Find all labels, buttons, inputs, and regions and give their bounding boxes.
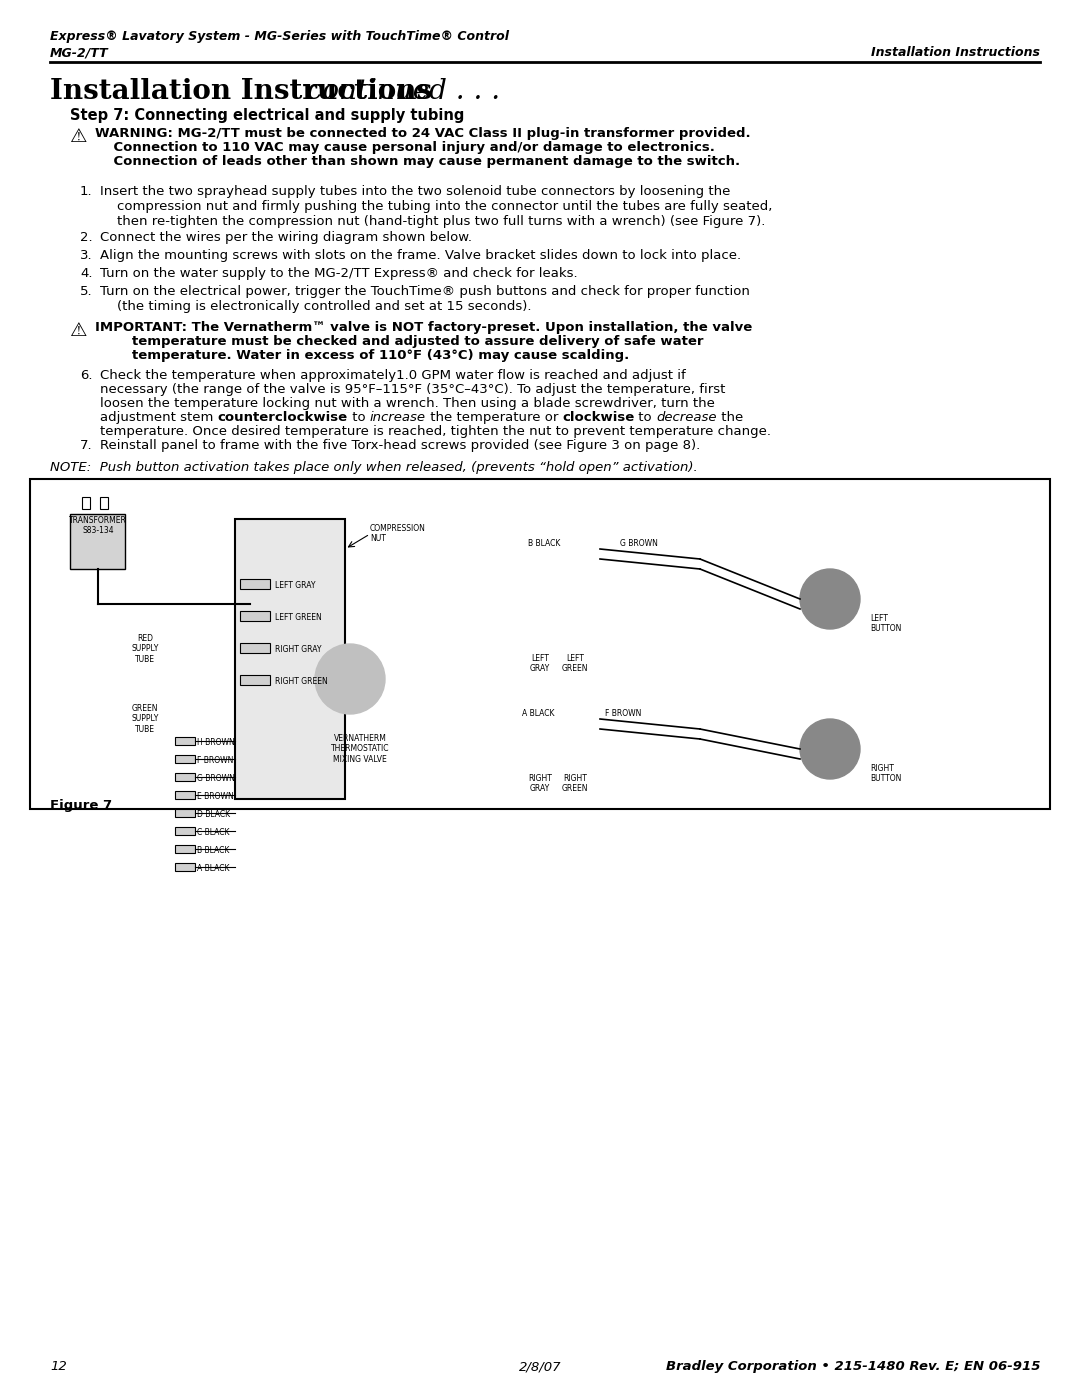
Bar <box>175 754 195 763</box>
Text: adjustment stem: adjustment stem <box>100 411 218 425</box>
Text: temperature. Once desired temperature is reached, tighten the nut to prevent tem: temperature. Once desired temperature is… <box>100 425 771 439</box>
Text: F BROWN: F BROWN <box>197 756 233 766</box>
Text: continued . . .: continued . . . <box>298 78 500 105</box>
Text: counterclockwise: counterclockwise <box>218 411 348 425</box>
Text: temperature. Water in excess of 110°F (43°C) may cause scalding.: temperature. Water in excess of 110°F (4… <box>95 349 630 362</box>
Text: LEFT GRAY: LEFT GRAY <box>275 581 315 590</box>
Text: NOTE:  Push button activation takes place only when released, (prevents “hold op: NOTE: Push button activation takes place… <box>50 461 698 474</box>
Text: TRANSFORMER
S83-134: TRANSFORMER S83-134 <box>69 515 127 535</box>
Bar <box>175 773 195 781</box>
Text: the: the <box>717 411 743 425</box>
Circle shape <box>315 644 384 714</box>
Text: Turn on the water supply to the MG-2/TT Express® and check for leaks.: Turn on the water supply to the MG-2/TT … <box>100 267 578 279</box>
Text: Installation Instructions: Installation Instructions <box>50 78 432 105</box>
Text: Bradley Corporation • 215-1480 Rev. E; EN 06-915: Bradley Corporation • 215-1480 Rev. E; E… <box>665 1361 1040 1373</box>
Text: 2.: 2. <box>80 231 93 244</box>
Text: RIGHT: RIGHT <box>528 774 552 782</box>
Text: B BLACK: B BLACK <box>528 539 561 548</box>
Bar <box>235 520 345 799</box>
Text: IMPORTANT: The Vernatherm™ valve is NOT factory-preset. Upon installation, the v: IMPORTANT: The Vernatherm™ valve is NOT … <box>95 321 753 334</box>
Text: D BLACK: D BLACK <box>197 810 230 819</box>
Text: increase: increase <box>369 411 426 425</box>
Text: 3.: 3. <box>80 249 93 263</box>
Bar <box>240 675 270 685</box>
Bar <box>240 578 270 590</box>
Bar <box>30 479 1050 809</box>
Bar <box>175 845 195 854</box>
Text: to: to <box>635 411 657 425</box>
Text: GRAY: GRAY <box>530 664 550 673</box>
Text: Insert the two sprayhead supply tubes into the two solenoid tube connectors by l: Insert the two sprayhead supply tubes in… <box>100 184 772 228</box>
Text: G BROWN: G BROWN <box>620 539 658 548</box>
Text: ⚠: ⚠ <box>70 321 87 339</box>
Text: GREEN
SUPPLY
TUBE: GREEN SUPPLY TUBE <box>132 704 159 733</box>
Circle shape <box>800 569 860 629</box>
Text: GRAY: GRAY <box>530 784 550 793</box>
Bar <box>240 610 270 622</box>
Text: Connection of leads other than shown may cause permanent damage to the switch.: Connection of leads other than shown may… <box>95 155 740 168</box>
Text: LEFT
BUTTON: LEFT BUTTON <box>870 615 902 633</box>
Text: B BLACK: B BLACK <box>197 847 229 855</box>
Text: Step 7: Connecting electrical and supply tubing: Step 7: Connecting electrical and supply… <box>70 108 464 123</box>
Text: F BROWN: F BROWN <box>605 710 642 718</box>
Text: RIGHT
BUTTON: RIGHT BUTTON <box>870 764 902 784</box>
Text: VERNATHERM
THERMOSTATIC
MIXING VALVE: VERNATHERM THERMOSTATIC MIXING VALVE <box>330 733 389 764</box>
Text: the temperature or: the temperature or <box>426 411 563 425</box>
Text: loosen the temperature locking nut with a wrench. Then using a blade screwdriver: loosen the temperature locking nut with … <box>100 397 715 409</box>
Bar <box>100 497 108 509</box>
Text: necessary (the range of the valve is 95°F–115°F (35°C–43°C). To adjust the tempe: necessary (the range of the valve is 95°… <box>100 383 726 395</box>
Text: LEFT GREEN: LEFT GREEN <box>275 613 322 622</box>
Bar <box>175 827 195 835</box>
Text: 1.: 1. <box>80 184 93 198</box>
Text: A BLACK: A BLACK <box>523 710 555 718</box>
Text: 7.: 7. <box>80 439 93 453</box>
Text: clockwise: clockwise <box>563 411 635 425</box>
Text: H BROWN: H BROWN <box>197 738 234 747</box>
Text: RIGHT GREEN: RIGHT GREEN <box>275 678 327 686</box>
Text: G BROWN: G BROWN <box>197 774 234 782</box>
Text: Reinstall panel to frame with the five Torx-head screws provided (see Figure 3 o: Reinstall panel to frame with the five T… <box>100 439 700 453</box>
Text: Check the temperature when approximately1.0 GPM water flow is reached and adjust: Check the temperature when approximately… <box>100 369 686 381</box>
Text: 4.: 4. <box>80 267 93 279</box>
Text: Installation Instructions: Installation Instructions <box>870 46 1040 59</box>
Text: WARNING: MG-2/TT must be connected to 24 VAC Class II plug-in transformer provid: WARNING: MG-2/TT must be connected to 24… <box>95 127 751 140</box>
Text: 5.: 5. <box>80 285 93 298</box>
Bar <box>175 791 195 799</box>
Text: RIGHT: RIGHT <box>563 774 586 782</box>
Text: LEFT: LEFT <box>531 654 549 664</box>
Text: RIGHT GRAY: RIGHT GRAY <box>275 645 322 654</box>
Text: RED
SUPPLY
TUBE: RED SUPPLY TUBE <box>132 634 159 664</box>
Text: Express® Lavatory System - MG-Series with TouchTime® Control: Express® Lavatory System - MG-Series wit… <box>50 29 509 43</box>
Text: to: to <box>348 411 369 425</box>
Text: GREEN: GREEN <box>562 784 589 793</box>
Text: Turn on the electrical power, trigger the TouchTime® push buttons and check for : Turn on the electrical power, trigger th… <box>100 285 750 313</box>
Text: ⚠: ⚠ <box>70 127 87 147</box>
Text: A BLACK: A BLACK <box>197 863 229 873</box>
Bar <box>240 643 270 652</box>
Bar <box>175 809 195 817</box>
Text: decrease: decrease <box>657 411 717 425</box>
Text: Connect the wires per the wiring diagram shown below.: Connect the wires per the wiring diagram… <box>100 231 472 244</box>
Text: LEFT: LEFT <box>566 654 584 664</box>
Text: E BROWN: E BROWN <box>197 792 233 800</box>
Text: C BLACK: C BLACK <box>197 828 229 837</box>
Text: Figure 7: Figure 7 <box>50 799 112 812</box>
Text: Align the mounting screws with slots on the frame. Valve bracket slides down to : Align the mounting screws with slots on … <box>100 249 741 263</box>
Text: Connection to 110 VAC may cause personal injury and/or damage to electronics.: Connection to 110 VAC may cause personal… <box>95 141 715 154</box>
Text: temperature must be checked and adjusted to assure delivery of safe water: temperature must be checked and adjusted… <box>95 335 703 348</box>
Text: 6.: 6. <box>80 369 93 381</box>
Bar <box>175 863 195 870</box>
Text: 12: 12 <box>50 1361 67 1373</box>
Text: GREEN: GREEN <box>562 664 589 673</box>
Text: 2/8/07: 2/8/07 <box>518 1361 562 1373</box>
Text: COMPRESSION
NUT: COMPRESSION NUT <box>370 524 426 543</box>
Bar <box>82 497 90 509</box>
Text: MG-2/TT: MG-2/TT <box>50 46 109 59</box>
Bar <box>175 738 195 745</box>
Circle shape <box>800 719 860 780</box>
Bar <box>70 514 125 569</box>
